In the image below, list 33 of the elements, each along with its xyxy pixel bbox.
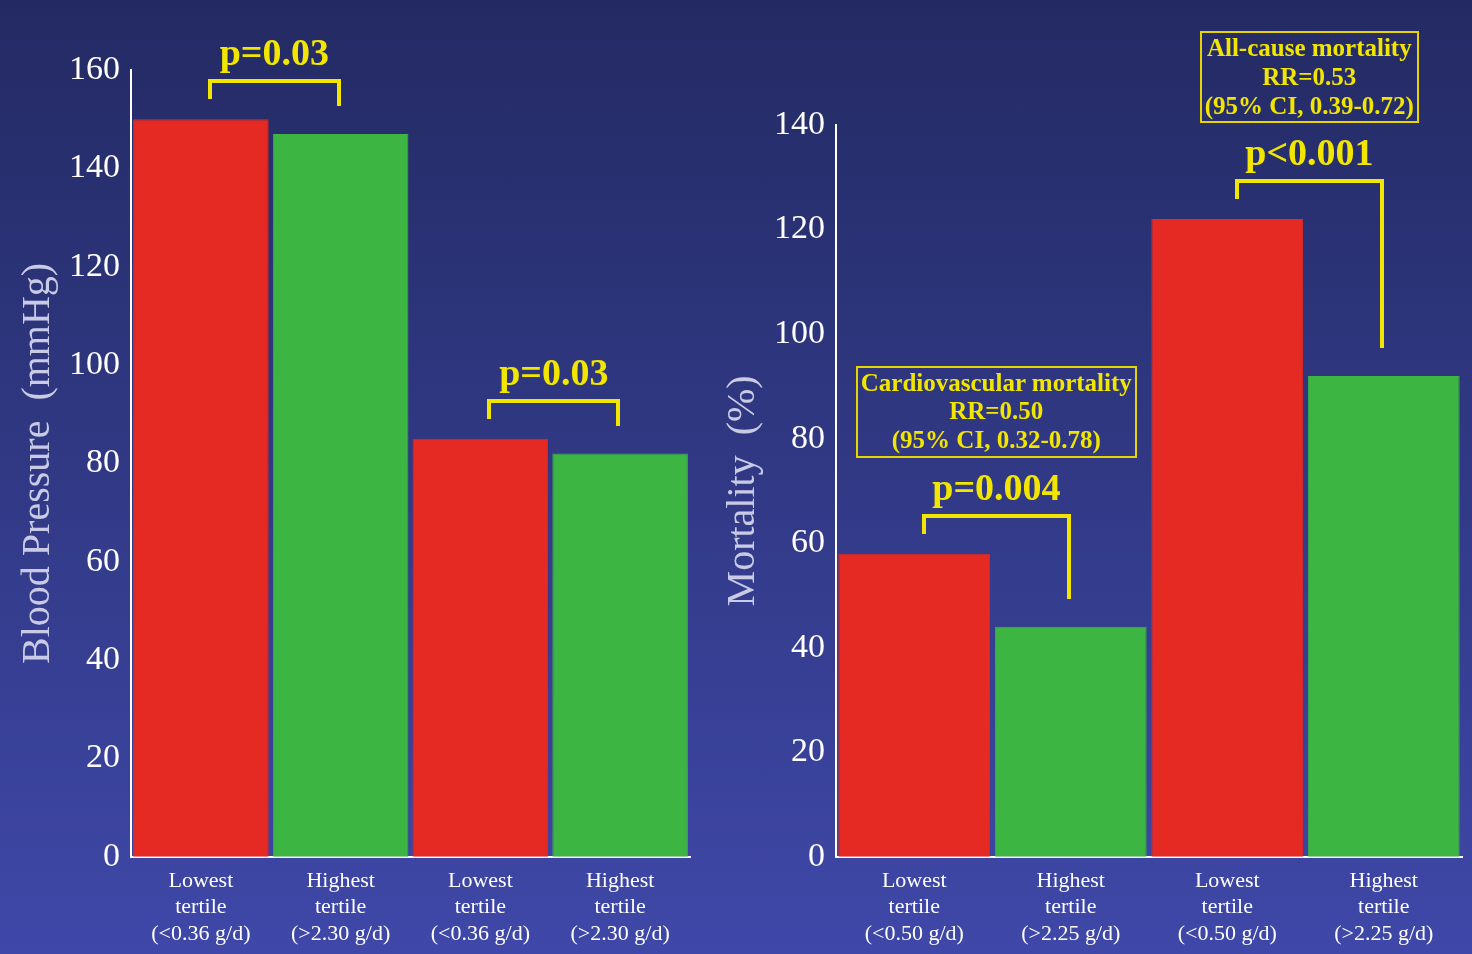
y-tick-label: 120 bbox=[774, 208, 825, 246]
x-tick-label: Highest tertile (>2.30 g/d) bbox=[291, 866, 391, 945]
text: All-cause mortality RR=0.53 (95% CI, 0.39-0.72) bbox=[1199, 31, 1419, 124]
y-tick-label: 0 bbox=[103, 835, 120, 873]
y-tick-label: 0 bbox=[808, 835, 825, 873]
annotation: p=0.03 bbox=[499, 350, 609, 395]
y-axis-title: Blood Pressure (mmHg) bbox=[12, 262, 58, 664]
x-tick-label: Highest tertile (>2.25 g/d) bbox=[1334, 866, 1434, 945]
y-tick-label: 40 bbox=[791, 626, 825, 664]
y-tick-label: 20 bbox=[791, 731, 825, 769]
y-tick-label: 140 bbox=[69, 147, 120, 185]
y-tick-label: 80 bbox=[791, 417, 825, 455]
y-tick-label: 140 bbox=[774, 103, 825, 141]
y-tick-label: 100 bbox=[69, 343, 120, 381]
x-tick-label: Lowest tertile (<0.36 g/d) bbox=[430, 866, 530, 945]
y-tick-label: 120 bbox=[69, 245, 120, 283]
x-tick-label: Lowest tertile (<0.36 g/d) bbox=[151, 866, 251, 945]
annotation: p=0.03 bbox=[219, 31, 329, 75]
x-tick-label: Lowest tertile (<0.50 g/d) bbox=[1177, 866, 1277, 945]
y-tick-label: 40 bbox=[86, 639, 120, 677]
x-tick-label: Highest tertile (>2.25 g/d) bbox=[1021, 866, 1121, 945]
y-tick-label: 160 bbox=[69, 48, 120, 86]
y-tick-label: 100 bbox=[774, 313, 825, 351]
y-tick-label: 60 bbox=[86, 540, 120, 578]
x-tick-label: Lowest tertile (<0.50 g/d) bbox=[864, 866, 964, 945]
x-tick-label: Highest tertile (>2.30 g/d) bbox=[570, 866, 670, 945]
annotation: p=0.004 bbox=[932, 465, 1061, 510]
y-axis-title: Mortality (%) bbox=[717, 375, 763, 607]
annotation: Cardiovascular mortality RR=0.50 (95% CI, 0.32-0.78) bbox=[855, 365, 1137, 458]
y-tick-label: 20 bbox=[86, 737, 120, 775]
y-tick-label: 60 bbox=[791, 522, 825, 560]
annotation: p<0.001 bbox=[1245, 131, 1374, 175]
y-tick-label: 80 bbox=[86, 442, 120, 480]
